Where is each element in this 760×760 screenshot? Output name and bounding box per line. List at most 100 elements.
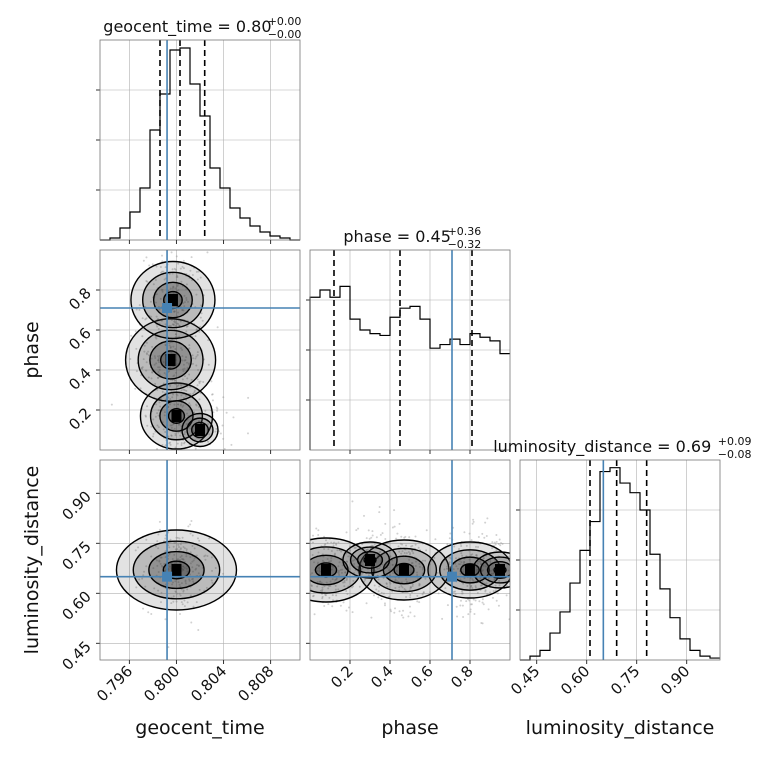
contour-phase-vs-geocent_time-sample-2-79 xyxy=(175,255,178,258)
contour-luminosity_distance-vs-phase-sample-2-132 xyxy=(471,553,474,556)
contour-luminosity_distance-vs-phase-sample-0-41 xyxy=(313,613,316,616)
contour-phase-vs-geocent_time-sample-1-88 xyxy=(141,335,144,338)
contour-phase-vs-geocent_time-sample-2-132 xyxy=(161,290,164,293)
xtick-label-col1-0: 0.2 xyxy=(327,662,357,692)
contour-phase-vs-geocent_time-sample-1-133 xyxy=(129,358,132,361)
contour-luminosity_distance-vs-phase-sample-1-180 xyxy=(421,568,424,571)
contour-luminosity_distance-vs-phase-sample-2-82 xyxy=(437,592,440,595)
contour-phase-vs-geocent_time-sample-2-6 xyxy=(148,264,151,267)
contour-luminosity_distance-vs-phase-sample-1-34 xyxy=(391,563,394,566)
contour-luminosity_distance-vs-phase-sample-2-14 xyxy=(475,554,478,557)
contour-luminosity_distance-vs-phase-sample-4-95 xyxy=(483,536,486,539)
contour-phase-vs-geocent_time-sample-0-49 xyxy=(156,412,159,415)
contour-luminosity_distance-vs-phase-sample-0-61 xyxy=(325,539,328,542)
contour-luminosity_distance-vs-phase-sample-2-130 xyxy=(462,582,465,585)
contour-phase-vs-geocent_time-sample-1-78 xyxy=(192,357,195,360)
hist-luminosity_distance-title: luminosity_distance = 0.69 xyxy=(493,437,711,457)
contour-luminosity_distance-vs-phase-sample-2-78 xyxy=(459,563,462,566)
contour-luminosity_distance-vs-phase-sample-0-133 xyxy=(311,541,314,544)
contour-luminosity_distance-vs-phase-sample-4-27 xyxy=(522,577,524,579)
contour-luminosity_distance-vs-phase-sample-1-130 xyxy=(410,545,413,548)
contour-phase-vs-geocent_time-sample-2-88 xyxy=(195,247,197,249)
contour-phase-vs-geocent_time-sample-2-43 xyxy=(175,276,178,279)
contour-luminosity_distance-vs-geocent_time-sample-0-219 xyxy=(189,556,192,559)
contour-phase-vs-geocent_time-sample-0-0 xyxy=(219,432,222,435)
contour-luminosity_distance-vs-geocent_time-sample-0-164 xyxy=(156,564,159,567)
contour-luminosity_distance-vs-geocent_time-sample-0-127 xyxy=(182,558,185,561)
contour-luminosity_distance-vs-phase-sample-1-80 xyxy=(394,579,397,582)
contour-luminosity_distance-vs-phase-sample-3-103 xyxy=(368,537,371,540)
contour-phase-vs-geocent_time-sample-3-42 xyxy=(216,458,218,460)
contour-phase-vs-geocent_time-sample-2-141 xyxy=(163,278,166,281)
contour-luminosity_distance-vs-phase-sample-0-28 xyxy=(318,569,321,572)
hist-luminosity_distance-frame xyxy=(519,459,721,661)
contour-luminosity_distance-vs-phase-sample-4-42 xyxy=(513,535,515,537)
contour-phase-vs-geocent_time-sample-2-169 xyxy=(144,318,147,321)
contour-luminosity_distance-vs-geocent_time-sample-0-87 xyxy=(172,595,175,598)
contour-luminosity_distance-vs-geocent_time-sample-0-94 xyxy=(188,578,191,581)
contour-luminosity_distance-vs-geocent_time-sample-0-208 xyxy=(191,544,194,547)
contour-phase-vs-geocent_time-sample-2-21 xyxy=(201,319,204,322)
contour-luminosity_distance-vs-phase-sample-2-33 xyxy=(485,582,488,585)
contour-phase-vs-geocent_time-sample-2-102 xyxy=(173,320,176,323)
contour-phase-vs-geocent_time-sample-1-191 xyxy=(200,312,203,315)
contour-luminosity_distance-vs-phase-sample-4-105 xyxy=(530,550,532,552)
contour-luminosity_distance-vs-phase-sample-1-15 xyxy=(418,583,421,586)
contour-luminosity_distance-vs-phase-sample-0-46 xyxy=(323,547,326,550)
contour-luminosity_distance-vs-phase-sample-0-48 xyxy=(327,548,330,551)
contour-luminosity_distance-vs-geocent_time-sample-0-193 xyxy=(160,556,163,559)
contour-luminosity_distance-vs-phase-sample-4-100 xyxy=(512,572,514,574)
contour-phase-vs-geocent_time-sample-1-145 xyxy=(175,359,178,362)
contour-luminosity_distance-vs-geocent_time-sample-0-129 xyxy=(177,581,180,584)
contour-phase-vs-geocent_time-sample-1-150 xyxy=(185,330,188,333)
contour-phase-vs-geocent_time-content xyxy=(100,247,300,460)
contour-luminosity_distance-vs-phase-sample-2-3 xyxy=(453,545,456,548)
contour-luminosity_distance-vs-phase-sample-2-15 xyxy=(486,517,489,520)
contour-luminosity_distance-vs-geocent_time-sample-0-71 xyxy=(173,553,176,556)
contour-phase-vs-geocent_time-sample-3-76 xyxy=(176,442,179,445)
contour-luminosity_distance-vs-phase-sample-1-101 xyxy=(393,525,396,528)
contour-phase-vs-geocent_time-sample-0-97 xyxy=(110,403,113,406)
xtick-label-col0-2: 0.804 xyxy=(187,662,230,705)
contour-luminosity_distance-vs-phase-sample-4-20 xyxy=(482,603,485,606)
ytick-label-row1-2: 0.6 xyxy=(65,324,95,354)
contour-phase-vs-geocent_time-sample-3-61 xyxy=(208,433,211,436)
contour-luminosity_distance-vs-geocent_time-sample-0-237 xyxy=(191,560,194,563)
contour-luminosity_distance-vs-geocent_time-sample-0-243 xyxy=(179,585,182,588)
contour-luminosity_distance-vs-phase-sample-0-175 xyxy=(340,550,343,553)
contour-phase-vs-geocent_time-sample-2-166 xyxy=(176,284,179,287)
contour-luminosity_distance-vs-phase-sample-0-144 xyxy=(311,553,314,556)
contour-luminosity_distance-vs-geocent_time-sample-0-117 xyxy=(185,555,188,558)
contour-phase-vs-geocent_time-sample-0-108 xyxy=(163,411,166,414)
contour-phase-vs-geocent_time-sample-0-48 xyxy=(154,415,157,418)
contour-luminosity_distance-vs-phase-sample-3-91 xyxy=(378,511,381,514)
contour-luminosity_distance-vs-phase-sample-0-62 xyxy=(337,541,340,544)
contour-luminosity_distance-vs-geocent_time-sample-0-151 xyxy=(138,578,141,581)
contour-luminosity_distance-vs-phase-sample-0-128 xyxy=(345,560,348,563)
contour-phase-vs-geocent_time-sample-1-151 xyxy=(148,354,151,357)
contour-phase-vs-geocent_time-sample-1-46 xyxy=(157,355,160,358)
contour-phase-vs-geocent_time-sample-1-183 xyxy=(193,389,196,392)
contour-phase-vs-geocent_time-sample-1-156 xyxy=(171,396,174,399)
contour-phase-vs-geocent_time-sample-0-38 xyxy=(164,444,167,447)
contour-luminosity_distance-vs-phase-sample-2-134 xyxy=(476,562,479,565)
contour-phase-vs-geocent_time-sample-1-168 xyxy=(157,357,160,360)
contour-luminosity_distance-vs-phase-sample-4-57 xyxy=(493,577,496,580)
contour-luminosity_distance-vs-phase-sample-3-106 xyxy=(357,527,360,530)
contour-phase-vs-geocent_time-sample-1-85 xyxy=(188,362,191,365)
contour-luminosity_distance-vs-geocent_time-sample-0-99 xyxy=(163,562,166,565)
contour-phase-vs-geocent_time-sample-1-175 xyxy=(194,357,197,360)
contour-luminosity_distance-vs-phase-sample-2-45 xyxy=(500,541,503,544)
contour-luminosity_distance-vs-geocent_time-sample-0-66 xyxy=(176,592,179,595)
contour-luminosity_distance-vs-geocent_time-sample-0-194 xyxy=(182,565,185,568)
contour-luminosity_distance-vs-phase-sample-2-171 xyxy=(472,598,475,601)
contour-luminosity_distance-vs-geocent_time-sample-0-213 xyxy=(157,533,160,536)
contour-luminosity_distance-vs-phase-sample-0-94 xyxy=(317,534,320,537)
contour-luminosity_distance-vs-geocent_time-sample-0-144 xyxy=(194,568,197,571)
contour-luminosity_distance-vs-phase-sample-1-139 xyxy=(389,555,392,558)
contour-luminosity_distance-vs-geocent_time-sample-0-81 xyxy=(164,550,167,553)
contour-luminosity_distance-vs-phase-sample-2-99 xyxy=(460,544,463,547)
contour-phase-vs-geocent_time-sample-1-169 xyxy=(186,361,189,364)
contour-luminosity_distance-vs-phase-sample-0-32 xyxy=(337,571,340,574)
contour-phase-vs-geocent_time-sample-1-179 xyxy=(145,317,148,320)
